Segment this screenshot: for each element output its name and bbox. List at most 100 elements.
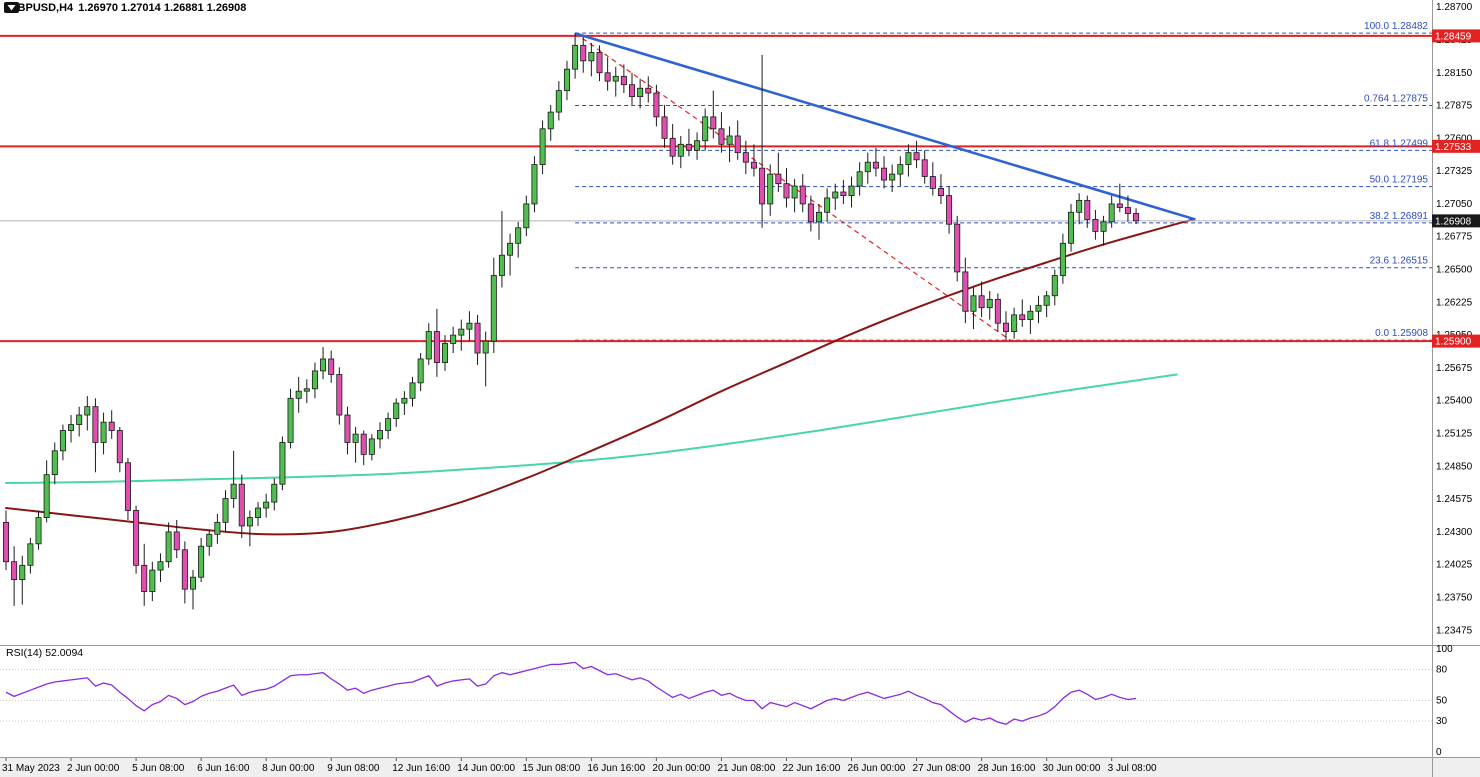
bear-candle bbox=[116, 430, 123, 464]
bull-candle bbox=[303, 388, 310, 392]
bear-candle bbox=[1002, 322, 1009, 332]
bull-candle bbox=[1035, 304, 1042, 312]
bull-candle bbox=[572, 44, 579, 70]
bull-candle bbox=[43, 474, 50, 518]
bull-candle bbox=[1027, 310, 1034, 321]
price-badge bbox=[1432, 139, 1480, 153]
bull-candle bbox=[246, 517, 253, 527]
bear-candle bbox=[344, 414, 351, 443]
descending-trendline[interactable] bbox=[574, 32, 1196, 221]
bull-candle bbox=[149, 569, 156, 592]
price-axis-label: 1.28150 bbox=[1436, 68, 1473, 79]
time-axis-label: 6 Jun 16:00 bbox=[197, 763, 250, 774]
rsi-name: RSI(14) bbox=[6, 647, 43, 659]
bull-candle bbox=[848, 185, 855, 196]
bull-candle bbox=[507, 242, 514, 256]
bear-candle bbox=[92, 406, 99, 443]
bear-candle bbox=[669, 137, 676, 157]
bear-candle bbox=[1116, 203, 1123, 208]
bear-candle bbox=[937, 188, 944, 196]
bear-candle bbox=[433, 331, 440, 363]
bear-candle bbox=[1019, 314, 1026, 321]
bear-candle bbox=[921, 159, 928, 177]
bear-candle bbox=[238, 483, 245, 527]
bear-candle bbox=[742, 152, 749, 163]
bear-candle bbox=[685, 143, 692, 151]
bull-candle bbox=[442, 343, 449, 363]
bear-candle bbox=[750, 161, 757, 169]
fib-baseline-diagonal[interactable] bbox=[574, 32, 1011, 341]
price-axis-label: 1.27600 bbox=[1436, 133, 1473, 144]
bull-candle bbox=[490, 275, 497, 342]
bull-candle bbox=[222, 498, 229, 523]
rsi-indicator-label: RSI(14) 52.0094 bbox=[6, 647, 86, 659]
time-axis-label: 31 May 2023 bbox=[2, 763, 60, 774]
bull-candle bbox=[393, 402, 400, 420]
price-axis-label: 1.24300 bbox=[1436, 527, 1473, 538]
time-axis-label: 9 Jun 08:00 bbox=[327, 763, 380, 774]
bear-candle bbox=[1124, 207, 1131, 214]
bear-candle bbox=[799, 185, 806, 205]
bull-candle bbox=[311, 370, 318, 390]
moving-average-fast-line bbox=[5, 373, 1178, 485]
bear-candle bbox=[474, 322, 481, 354]
time-axis-label: 27 Jun 08:00 bbox=[913, 763, 971, 774]
bear-candle bbox=[978, 295, 985, 309]
bull-candle bbox=[498, 254, 505, 276]
fib-level-label: 38.2 1.26891 bbox=[1370, 211, 1429, 222]
rsi-line bbox=[5, 661, 1137, 725]
bull-candle bbox=[35, 517, 42, 545]
time-axis-label: 16 Jun 16:00 bbox=[587, 763, 645, 774]
time-axis-label: 20 Jun 00:00 bbox=[652, 763, 710, 774]
bear-candle bbox=[759, 167, 766, 205]
bull-candle bbox=[409, 382, 416, 399]
bull-candle bbox=[295, 390, 302, 399]
bull-candle bbox=[864, 161, 871, 173]
price-badge-label: 1.26908 bbox=[1435, 216, 1472, 227]
price-badge bbox=[1432, 29, 1480, 43]
bear-candle bbox=[775, 173, 782, 185]
bull-candle bbox=[986, 298, 993, 309]
time-axis-label: 30 Jun 00:00 bbox=[1043, 763, 1101, 774]
price-axis-label: 1.25125 bbox=[1436, 429, 1473, 440]
bear-candle bbox=[929, 176, 936, 189]
bear-candle bbox=[962, 271, 969, 312]
bear-candle bbox=[734, 135, 741, 154]
bull-candle bbox=[230, 483, 237, 499]
bull-candle bbox=[905, 152, 912, 165]
bear-candle bbox=[604, 72, 611, 82]
price-axis-label: 1.24025 bbox=[1436, 560, 1473, 571]
bull-candle bbox=[889, 173, 896, 181]
bull-candle bbox=[767, 173, 774, 205]
price-axis-label: 1.26225 bbox=[1436, 297, 1473, 308]
bull-candle bbox=[255, 507, 262, 518]
bull-candle bbox=[458, 328, 465, 336]
bear-candle bbox=[913, 152, 920, 161]
price-axis-label: 1.27325 bbox=[1436, 166, 1473, 177]
bull-candle bbox=[51, 450, 58, 476]
bull-candle bbox=[1059, 242, 1066, 276]
bear-candle bbox=[124, 462, 131, 511]
chart-header: GBPUSD,H4 1.26970 1.27014 1.26881 1.2690… bbox=[4, 2, 246, 14]
bull-candle bbox=[376, 430, 383, 440]
bull-candle bbox=[832, 191, 839, 199]
bull-candle bbox=[320, 358, 327, 372]
bull-candle bbox=[612, 75, 619, 82]
bear-candle bbox=[181, 549, 188, 590]
bull-candle bbox=[555, 90, 562, 113]
moving-average-slow-line bbox=[5, 218, 1194, 536]
bear-candle bbox=[645, 87, 652, 94]
time-axis-label: 2 Jun 00:00 bbox=[67, 763, 120, 774]
bear-candle bbox=[328, 358, 335, 375]
bear-candle bbox=[141, 564, 148, 592]
bull-candle bbox=[165, 531, 172, 563]
bear-candle bbox=[360, 433, 367, 455]
bull-candle bbox=[198, 545, 205, 578]
bull-candle bbox=[100, 421, 107, 443]
bull-candle bbox=[263, 501, 270, 509]
rsi-value: 52.0094 bbox=[45, 647, 84, 659]
bear-candle bbox=[1092, 219, 1099, 232]
price-axis-label: 1.23475 bbox=[1436, 625, 1473, 636]
bear-candle bbox=[133, 510, 140, 566]
